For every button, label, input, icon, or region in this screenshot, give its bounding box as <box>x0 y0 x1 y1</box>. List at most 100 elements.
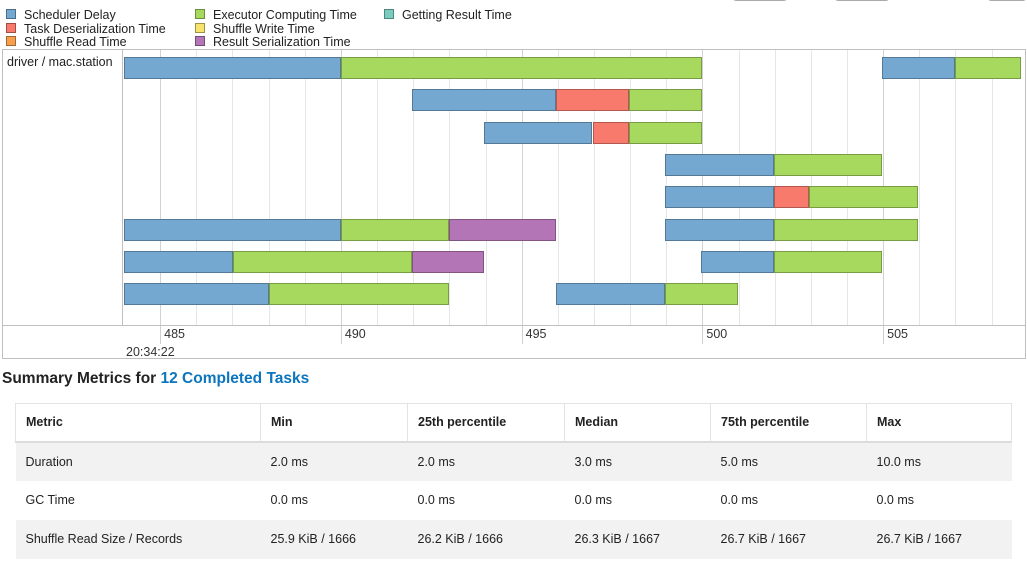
task-segment[interactable] <box>773 218 919 241</box>
table-cell: 0.0 ms <box>574 493 613 507</box>
task-segment[interactable] <box>628 121 703 144</box>
task-segment[interactable] <box>628 89 703 112</box>
grid-line <box>593 50 595 325</box>
table-cell: 2.0 ms <box>407 441 565 481</box>
task-segment[interactable] <box>809 186 919 209</box>
time-axis: 20:34:22 485 490 495 500 505 <box>3 325 1025 359</box>
axis-tick-label: 500 <box>706 327 728 341</box>
task-segment[interactable] <box>412 89 556 112</box>
grid-line <box>196 50 198 325</box>
task-segment[interactable] <box>592 121 629 144</box>
column-header-max[interactable]: Max <box>866 403 1012 443</box>
task-segment[interactable] <box>773 250 883 273</box>
legend-label: Getting Result Time <box>402 8 512 22</box>
axis-tick <box>340 326 342 344</box>
table-cell: 5.0 ms <box>710 441 867 481</box>
task-timeline[interactable]: driver / mac.station 20:34:22 485 490 495 5… <box>2 49 1026 359</box>
table-row: GC Time 0.0 ms 0.0 ms 0.0 ms 0.0 ms 0.0 … <box>16 481 1012 520</box>
axis-tick <box>883 326 885 344</box>
task-segment[interactable] <box>664 186 774 209</box>
column-header-metric[interactable]: Metric <box>15 403 261 443</box>
legend-label: Shuffle Write Time <box>213 22 315 36</box>
legend-label: Shuffle Read Time <box>24 35 127 49</box>
task-segment[interactable] <box>448 218 556 241</box>
legend-label: Task Deserialization Time <box>24 22 166 36</box>
axis-major-label: 20:34:22 <box>126 345 175 359</box>
completed-tasks-link[interactable]: 12 Completed Tasks <box>160 370 310 387</box>
task-segment[interactable] <box>484 121 593 144</box>
legend-label: Scheduler Delay <box>24 8 116 22</box>
collapsed-tab[interactable] <box>835 0 889 1</box>
axis-tick <box>160 326 162 344</box>
grid-line <box>268 50 270 325</box>
table-cell: Duration <box>15 441 261 481</box>
grid-line <box>485 50 487 325</box>
task-segment[interactable] <box>555 283 665 306</box>
legend-swatch <box>195 9 205 19</box>
axis-tick-label: 490 <box>344 327 366 341</box>
table-cell: 3.0 ms <box>564 441 711 481</box>
timeline-legend: Scheduler Delay Task Deserialization Tim… <box>0 0 1027 52</box>
legend-swatch <box>6 9 16 19</box>
table-cell: 2.0 ms <box>260 441 408 481</box>
legend-swatch <box>384 9 394 19</box>
table-cell: 0.0 ms <box>417 493 456 507</box>
task-segment[interactable] <box>664 218 774 241</box>
timeline-plot[interactable] <box>124 50 1025 325</box>
table-cell: Shuffle Read Size / Records <box>15 519 261 559</box>
legend-swatch <box>6 23 16 33</box>
collapsed-tab[interactable] <box>988 0 1026 1</box>
table-cell: 26.3 KiB / 1667 <box>564 519 711 559</box>
task-segment[interactable] <box>882 57 955 79</box>
column-header-median[interactable]: Median <box>564 403 711 443</box>
axis-tick <box>702 326 704 344</box>
table-header-row: Metric Min 25th percentile Median 75th p… <box>15 403 1012 443</box>
grid-line <box>413 50 415 325</box>
task-segment[interactable] <box>954 57 1021 79</box>
grid-line <box>919 50 921 325</box>
grid-line <box>955 50 957 325</box>
table-row: Shuffle Read Size / Records 25.9 KiB / 1… <box>15 519 1012 559</box>
group-label-column: driver / mac.station <box>3 50 123 325</box>
task-segment[interactable] <box>124 250 233 273</box>
table-cell: 26.7 KiB / 1667 <box>710 519 867 559</box>
grid-line <box>160 50 162 325</box>
task-segment[interactable] <box>773 153 883 176</box>
grid-line <box>630 50 632 325</box>
collapsed-tab[interactable] <box>733 0 787 1</box>
table-cell: 0.0 ms <box>270 493 309 507</box>
legend-swatch <box>195 36 205 46</box>
task-segment[interactable] <box>340 218 449 241</box>
task-segment[interactable] <box>232 250 413 273</box>
task-segment[interactable] <box>773 186 810 209</box>
task-segment[interactable] <box>124 57 341 79</box>
grid-line <box>304 50 306 325</box>
grid-line <box>521 50 523 325</box>
table-cell: 10.0 ms <box>866 441 1012 481</box>
legend-label: Executor Computing Time <box>213 8 357 22</box>
task-segment[interactable] <box>555 89 629 112</box>
task-segment[interactable] <box>412 250 485 273</box>
grid-line <box>340 50 342 325</box>
task-segment[interactable] <box>268 283 449 306</box>
task-segment[interactable] <box>124 218 341 241</box>
column-header-min[interactable]: Min <box>260 403 408 443</box>
table-cell: 26.2 KiB / 1666 <box>407 519 565 559</box>
summary-metrics-table: Metric Min 25th percentile Median 75th p… <box>15 403 1012 559</box>
executor-group-label: driver / mac.station <box>7 55 113 69</box>
grid-line <box>377 50 379 325</box>
task-segment[interactable] <box>701 250 774 273</box>
task-segment[interactable] <box>124 283 269 306</box>
summary-title-prefix: Summary Metrics for <box>2 370 161 387</box>
table-cell: GC Time <box>25 493 75 507</box>
table-cell: 0.0 ms <box>720 493 759 507</box>
column-header-75th-percentile[interactable]: 75th percentile <box>710 403 867 443</box>
legend-swatch <box>6 36 16 46</box>
axis-tick-label: 505 <box>887 327 908 341</box>
task-segment[interactable] <box>664 153 774 176</box>
task-segment[interactable] <box>664 283 739 306</box>
grid-line <box>991 50 993 325</box>
table-cell: 26.7 KiB / 1667 <box>866 519 1012 559</box>
column-header-25th-percentile[interactable]: 25th percentile <box>407 403 565 443</box>
task-segment[interactable] <box>340 57 703 79</box>
